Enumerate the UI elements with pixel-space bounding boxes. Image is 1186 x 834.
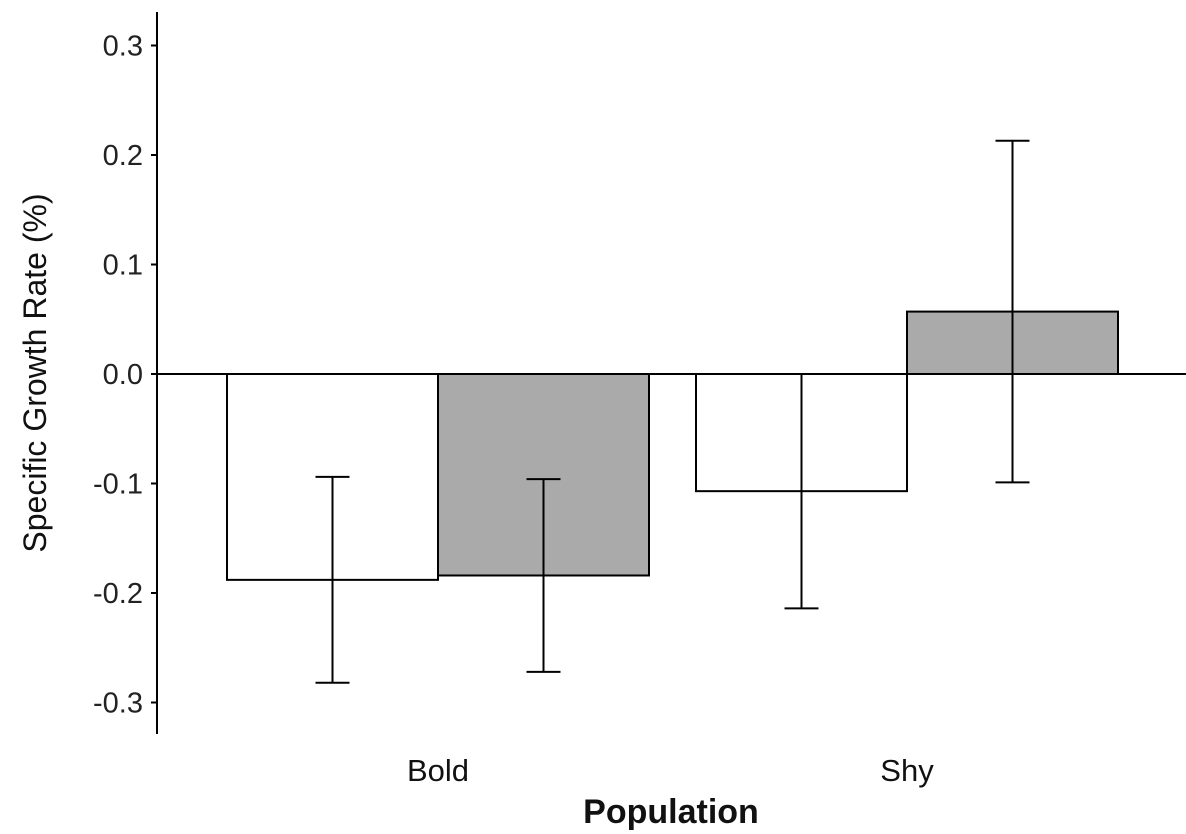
y-tick-label: 0.0 [103,359,143,391]
category-label-shy: Shy [880,753,934,788]
y-tick-label: -0.2 [93,578,143,610]
axes-layer [151,12,1186,734]
y-tick-label: 0.2 [103,140,143,172]
x-axis-title: Population [583,793,759,831]
category-label-bold: Bold [407,753,469,788]
y-axis-title: Specific Growth Rate (%) [17,193,53,552]
bars-layer [226,310,1119,581]
y-tick-label: -0.3 [93,688,143,720]
y-tick-label: -0.1 [93,469,143,501]
y-tick-label: 0.1 [103,250,143,282]
y-tick-label: 0.3 [103,31,143,63]
labels-layer: -0.3 -0.2 -0.1 0.0 0.1 0.2 0.3 Bold Shy [93,31,934,789]
